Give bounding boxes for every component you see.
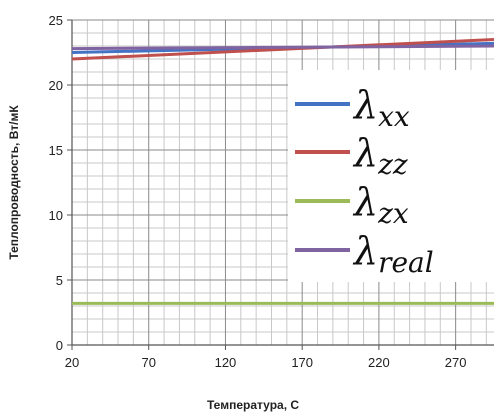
x-tick-labels: 20 70 120 170 220 270 <box>65 345 467 370</box>
x-tick-label: 270 <box>445 355 467 370</box>
x-tick-label: 220 <box>368 355 390 370</box>
x-tick-label: 120 <box>215 355 237 370</box>
y-tick-label: 20 <box>49 78 63 93</box>
x-tick-label: 70 <box>141 355 155 370</box>
x-tick-label: 170 <box>291 355 313 370</box>
legend-label-zx: λzx <box>352 180 409 230</box>
axes <box>71 20 494 346</box>
series-lines <box>71 38 494 305</box>
y-tick-label: 0 <box>56 338 63 353</box>
legend-label-xx: λxx <box>352 83 410 133</box>
x-axis-title: Температура, С <box>207 398 299 412</box>
y-axis-title: Теплопроводность, Вт/мК <box>7 105 21 260</box>
x-tick-label: 20 <box>65 355 79 370</box>
legend-label-real: λreal <box>352 229 434 279</box>
y-tick-labels: 0 5 10 15 20 25 <box>49 13 72 353</box>
y-tick-label: 10 <box>49 208 63 223</box>
y-tick-label: 15 <box>49 143 63 158</box>
legend-label-zz: λzz <box>352 131 408 181</box>
y-tick-label: 5 <box>56 273 63 288</box>
series-line-zz <box>71 38 494 61</box>
series-line-real <box>71 44 494 51</box>
y-tick-label: 25 <box>49 13 63 28</box>
